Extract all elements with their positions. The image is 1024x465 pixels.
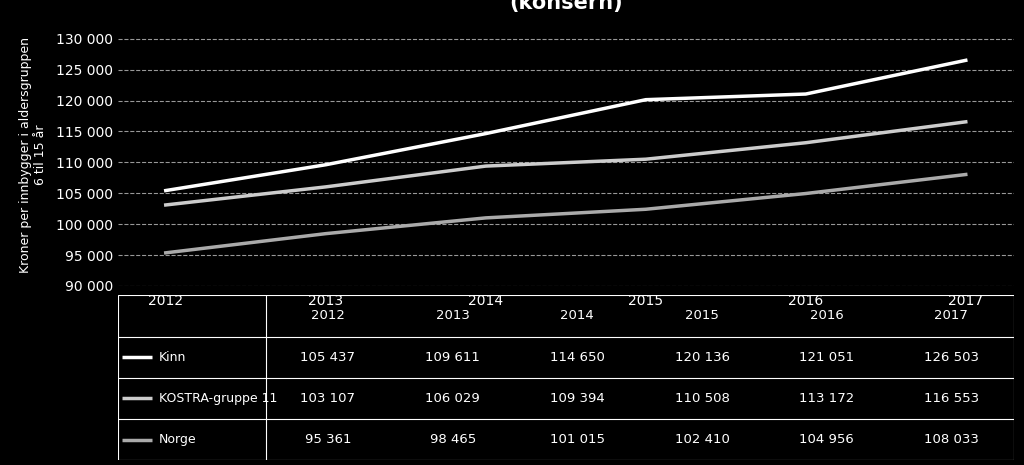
Text: 102 410: 102 410: [675, 433, 729, 446]
Text: Kinn: Kinn: [159, 351, 186, 364]
Text: 101 015: 101 015: [550, 433, 605, 446]
Text: 95 361: 95 361: [305, 433, 351, 446]
Text: 109 611: 109 611: [425, 351, 480, 364]
Text: 104 956: 104 956: [800, 433, 854, 446]
Text: 116 553: 116 553: [924, 392, 979, 405]
Text: 108 033: 108 033: [924, 433, 979, 446]
Text: 2012: 2012: [311, 309, 345, 322]
Text: 103 107: 103 107: [300, 392, 355, 405]
Text: 121 051: 121 051: [799, 351, 854, 364]
Text: KOSTRA-gruppe 11: KOSTRA-gruppe 11: [159, 392, 278, 405]
Text: 110 508: 110 508: [675, 392, 729, 405]
Text: 2013: 2013: [435, 309, 470, 322]
Text: 2016: 2016: [810, 309, 844, 322]
Text: 106 029: 106 029: [425, 392, 480, 405]
Text: 2014: 2014: [560, 309, 594, 322]
Text: 113 172: 113 172: [799, 392, 854, 405]
Text: 126 503: 126 503: [924, 351, 979, 364]
Text: 2015: 2015: [685, 309, 719, 322]
Title: Grunnskolesektoren, netto driftsutgifter per innbygger 6 til 15 år
(konsern): Grunnskolesektoren, netto driftsutgifter…: [179, 0, 952, 13]
Text: 105 437: 105 437: [300, 351, 355, 364]
Text: 109 394: 109 394: [550, 392, 605, 405]
Text: Norge: Norge: [159, 433, 197, 446]
Text: 120 136: 120 136: [675, 351, 729, 364]
Y-axis label: Kroner per innbygger i aldersgruppen
6 til 15 år: Kroner per innbygger i aldersgruppen 6 t…: [19, 37, 47, 272]
Text: 2017: 2017: [935, 309, 969, 322]
Text: 98 465: 98 465: [429, 433, 476, 446]
Text: 114 650: 114 650: [550, 351, 605, 364]
